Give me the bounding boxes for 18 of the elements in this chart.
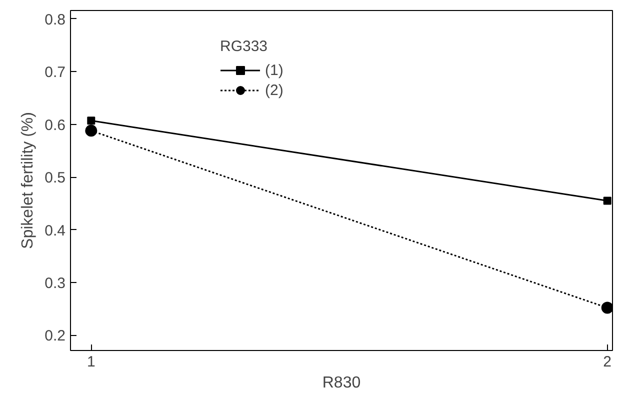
y-tick-label: 0.6: [44, 116, 66, 134]
y-tick-label: 0.8: [44, 11, 66, 28]
x-axis-title: R830: [322, 374, 361, 392]
point: [601, 302, 612, 314]
point: [603, 196, 612, 205]
y-tick-label: 0.2: [44, 328, 66, 345]
y-axis-title: Spikelet fertility (%): [20, 112, 37, 249]
legend-title: RG333: [220, 38, 269, 55]
point: [87, 116, 96, 125]
x-tick-label: 1: [86, 354, 96, 370]
legend-label: (2): [265, 82, 284, 98]
legend-label: (1): [265, 62, 284, 78]
y-tick-label: 0.7: [44, 64, 66, 82]
point: [85, 124, 98, 137]
x-tick-label: 2: [603, 354, 612, 370]
y-tick-label: 0.3: [44, 275, 66, 292]
y-tick-label: 0.5: [44, 170, 66, 187]
y-tick-label: 0.4: [44, 222, 66, 240]
